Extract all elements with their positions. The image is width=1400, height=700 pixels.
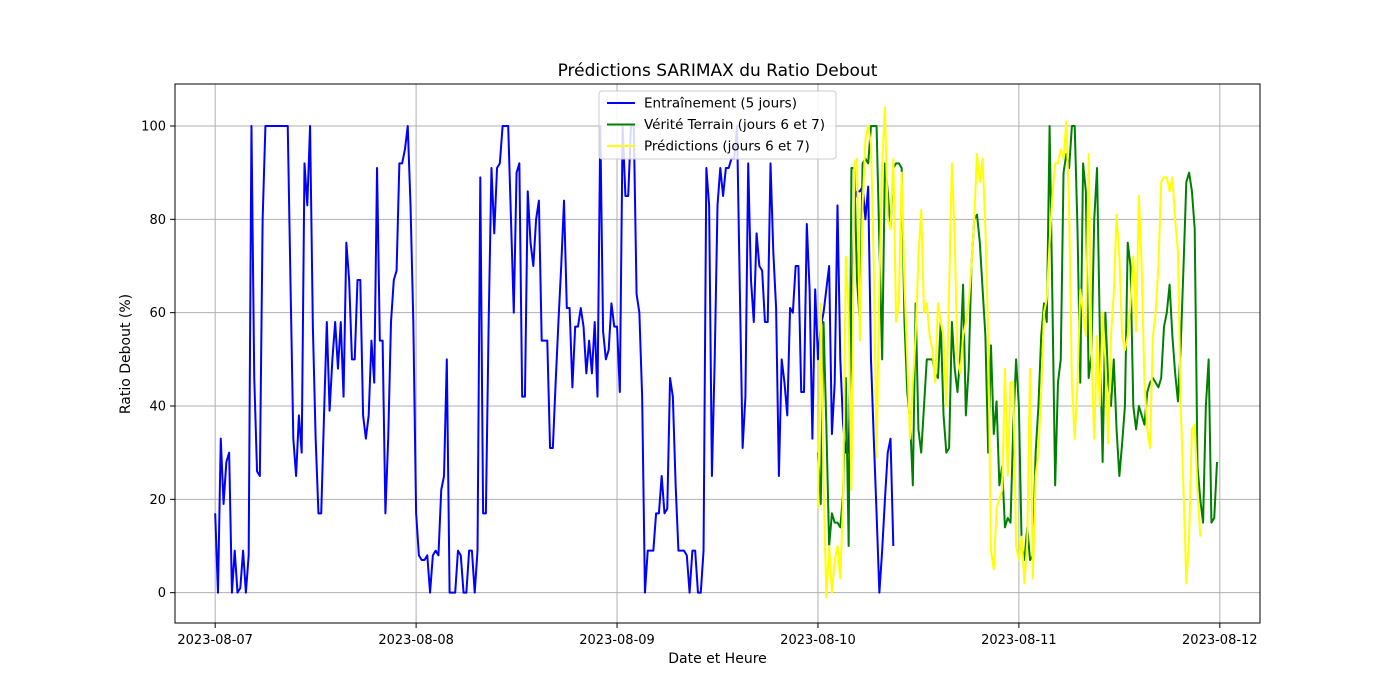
x-tick-label: 2023-08-10 [780,633,856,648]
x-tick-label: 2023-08-07 [177,633,253,648]
y-tick-label: 60 [149,306,166,321]
y-tick-label: 40 [149,400,166,415]
y-tick-label: 0 [158,586,166,601]
x-tick-label: 2023-08-08 [378,633,454,648]
legend-label: Entraînement (5 jours) [644,96,797,112]
series-layer [214,106,1219,599]
x-axis: 2023-08-07 2023-08-08 2023-08-09 2023-08-10… [177,623,1258,648]
plot-frame [174,83,1261,624]
y-tick-label: 80 [149,213,166,228]
x-axis-label: Date et Heure [668,651,767,667]
y-tick-label: 100 [141,120,166,135]
legend-label: Vérité Terrain (jours 6 et 7) [644,117,825,133]
x-tick-label: 2023-08-09 [579,633,655,648]
series-line-2 [816,125,1219,561]
legend: Entraînement (5 jours) Vérité Terrain (jo… [598,90,837,160]
series-line-1 [214,125,895,594]
y-axis-label: Ratio Debout (%) [118,294,134,414]
y-tick-label: 20 [149,493,166,508]
y-axis: 0 20 40 60 80 100 [141,120,175,601]
x-tick-label: 2023-08-12 [1182,633,1258,648]
legend-label: Prédictions (jours 6 et 7) [644,139,810,155]
legend-box [598,90,837,160]
x-tick-label: 2023-08-11 [981,633,1057,648]
series-line-3 [816,106,1202,599]
chart-title: Prédictions SARIMAX du Ratio Debout [558,61,878,81]
